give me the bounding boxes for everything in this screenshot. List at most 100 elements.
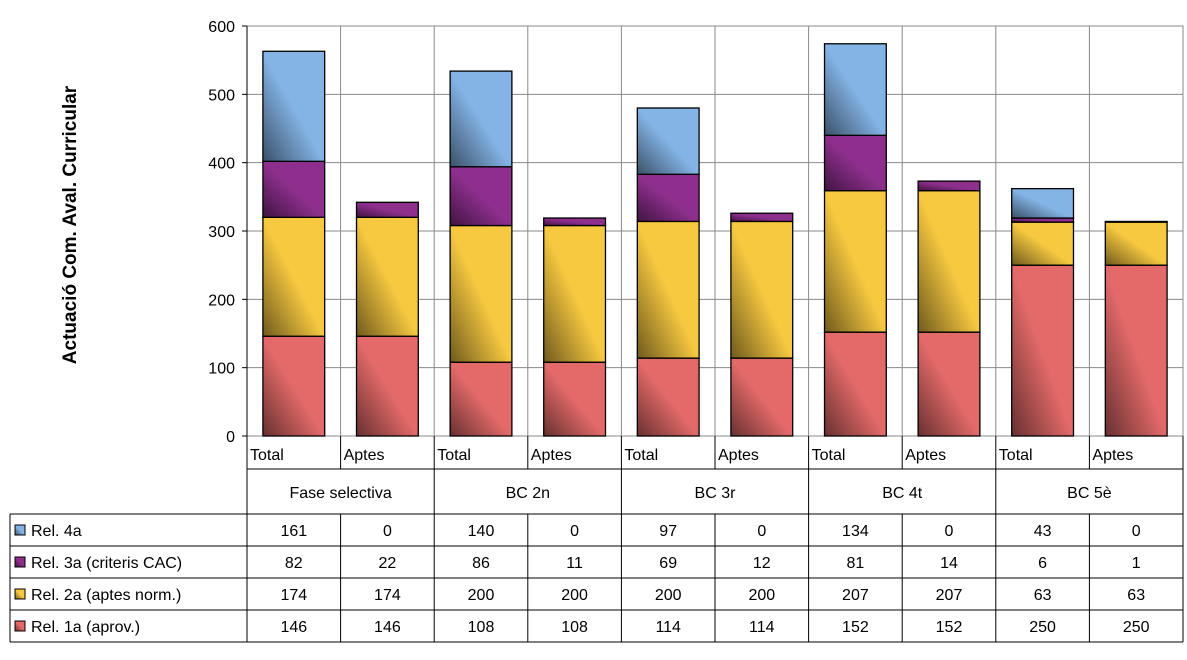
x-category-label: Total bbox=[250, 447, 284, 464]
x-group-label: BC 2n bbox=[506, 485, 550, 502]
table-cell-value: 140 bbox=[468, 523, 495, 540]
x-group-label: Fase selectiva bbox=[289, 485, 391, 502]
table-cell-value: 1 bbox=[1132, 555, 1141, 572]
bar-segment bbox=[355, 201, 419, 218]
table-cell-value: 0 bbox=[383, 523, 392, 540]
table-cell-value: 114 bbox=[655, 619, 681, 636]
table-cell-value: 22 bbox=[379, 555, 397, 572]
y-tick-label: 200 bbox=[208, 292, 235, 309]
table-cell-value: 63 bbox=[1127, 587, 1145, 604]
table-cell-value: 6 bbox=[1038, 555, 1047, 572]
bar-segment bbox=[730, 220, 794, 359]
x-category-label: Total bbox=[812, 447, 846, 464]
bar-segment bbox=[449, 361, 513, 437]
bar-segment bbox=[355, 335, 419, 437]
x-category-label: Aptes bbox=[531, 447, 572, 464]
table-cell-value: 63 bbox=[1034, 587, 1052, 604]
y-tick-label: 0 bbox=[226, 429, 235, 446]
table-cell-value: 0 bbox=[1132, 523, 1141, 540]
bar-segment bbox=[823, 43, 887, 136]
bar-segment bbox=[636, 220, 700, 359]
bar-segment bbox=[355, 216, 419, 337]
bar-segment bbox=[730, 357, 794, 437]
bar-segment bbox=[636, 357, 700, 437]
bar-segment bbox=[262, 216, 326, 337]
x-category-label: Aptes bbox=[344, 447, 385, 464]
y-tick-label: 400 bbox=[208, 156, 235, 173]
table-cell-value: 81 bbox=[847, 555, 865, 572]
y-tick-label: 500 bbox=[208, 87, 235, 104]
bar-segment bbox=[262, 50, 326, 162]
bar-segment bbox=[1104, 221, 1168, 266]
bar-segment bbox=[823, 331, 887, 437]
legend-swatch bbox=[14, 524, 26, 536]
x-category-label: Total bbox=[437, 447, 471, 464]
table-cell-value: 146 bbox=[374, 619, 401, 636]
legend-label: Rel. 2a (aptes norm.) bbox=[31, 587, 181, 604]
table-cell-value: 12 bbox=[753, 555, 771, 572]
table-cell-value: 69 bbox=[659, 555, 677, 572]
table-cell-value: 82 bbox=[285, 555, 303, 572]
legend-swatch bbox=[14, 620, 26, 632]
table-cell-value: 11 bbox=[566, 555, 583, 572]
table-cell-value: 108 bbox=[561, 619, 588, 636]
legend-swatch bbox=[14, 556, 26, 568]
bar-segment bbox=[262, 160, 326, 218]
x-category-label: Total bbox=[999, 447, 1033, 464]
table-cell-value: 200 bbox=[561, 587, 588, 604]
table-cell-value: 86 bbox=[472, 555, 490, 572]
table-cell-value: 152 bbox=[936, 619, 963, 636]
table-cell-value: 174 bbox=[374, 587, 401, 604]
bar-segment bbox=[917, 190, 981, 333]
table-cell-value: 200 bbox=[748, 587, 775, 604]
table-cell-value: 114 bbox=[749, 619, 775, 636]
table-cell-value: 0 bbox=[757, 523, 766, 540]
legend-label: Rel. 3a (criteris CAC) bbox=[31, 555, 182, 572]
bar-segment bbox=[543, 224, 607, 363]
table-cell-value: 146 bbox=[280, 619, 307, 636]
gridlines bbox=[246, 25, 1184, 437]
table-cell-value: 161 bbox=[280, 523, 307, 540]
bar-segment bbox=[917, 331, 981, 437]
bar-segment bbox=[449, 70, 513, 168]
table-cell-value: 108 bbox=[468, 619, 495, 636]
legend-label: Rel. 1a (aprov.) bbox=[31, 619, 140, 636]
bar-segment bbox=[543, 217, 607, 227]
table-cell-value: 0 bbox=[945, 523, 954, 540]
table-cell-value: 200 bbox=[468, 587, 495, 604]
bar-segment bbox=[1104, 264, 1168, 437]
x-category-label: Aptes bbox=[718, 447, 759, 464]
y-axis-label: Actuació Com. Aval. Curricular bbox=[60, 85, 81, 364]
table-cell-value: 134 bbox=[842, 523, 869, 540]
y-tick-label: 600 bbox=[208, 19, 235, 36]
bar-segment bbox=[636, 107, 700, 175]
table-cell-value: 207 bbox=[842, 587, 869, 604]
legend-swatch bbox=[14, 588, 26, 600]
table-cell-value: 0 bbox=[570, 523, 579, 540]
data-table: Total Aptes Total Aptes Total Aptes Total Aptes… bbox=[9, 436, 1184, 643]
bar-segment bbox=[917, 180, 981, 192]
bar-segment bbox=[543, 361, 607, 437]
table-cell-value: 43 bbox=[1034, 523, 1052, 540]
bar-segment bbox=[636, 173, 700, 223]
bars bbox=[262, 43, 1168, 437]
x-group-label: BC 4t bbox=[882, 485, 923, 502]
bar-segment bbox=[449, 166, 513, 227]
bar-segment bbox=[823, 134, 887, 192]
y-tick-label: 100 bbox=[208, 361, 235, 378]
table-cell-value: 174 bbox=[280, 587, 307, 604]
x-category-label: Aptes bbox=[905, 447, 946, 464]
bar-segment bbox=[1011, 264, 1075, 437]
x-category-label: Total bbox=[624, 447, 658, 464]
bar-segment bbox=[730, 212, 794, 223]
table-cell-value: 250 bbox=[1123, 619, 1150, 636]
x-category-label: Aptes bbox=[1092, 447, 1133, 464]
bar-segment bbox=[1011, 187, 1075, 219]
bar-segment bbox=[1104, 220, 1168, 223]
table-cell-value: 14 bbox=[940, 555, 958, 572]
bar-segment bbox=[823, 190, 887, 333]
x-group-label: BC 5è bbox=[1067, 485, 1112, 502]
bar-segment bbox=[449, 224, 513, 363]
y-tick-label: 300 bbox=[208, 224, 235, 241]
